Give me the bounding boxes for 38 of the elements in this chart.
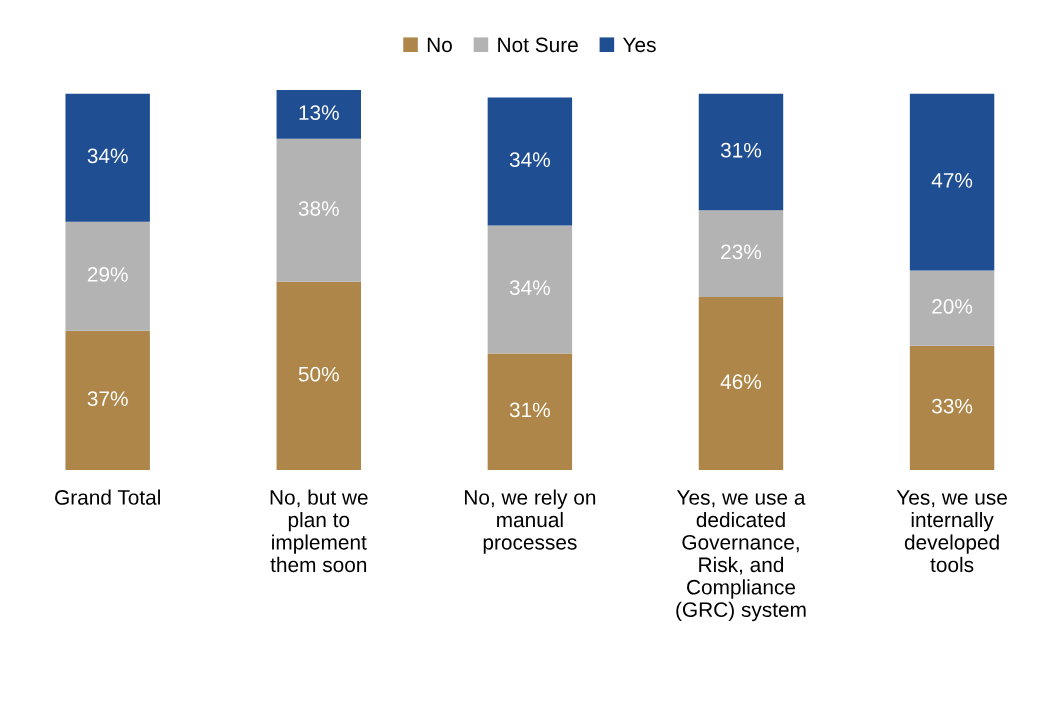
bar: [909, 270, 995, 346]
data-label: 50%: [298, 366, 339, 382]
data-label: 46%: [720, 374, 762, 390]
data-label: 29%: [87, 267, 128, 282]
x-tick-label: No, we rely on manual processes: [465, 489, 596, 554]
bar: [276, 281, 361, 471]
bar: [487, 225, 573, 354]
x-tick-label: Yes, we use a dedicated Governance, Risk, and Compliance (GRC) system: [676, 490, 806, 622]
bar: [909, 93, 995, 271]
data-label: 31%: [720, 142, 762, 158]
data-label: 23%: [721, 244, 762, 260]
data-label: 34%: [509, 280, 550, 295]
bar: [276, 138, 361, 282]
data-label: 37%: [87, 391, 128, 407]
bar: [65, 221, 150, 331]
bar: [276, 89, 361, 139]
data-label: 47%: [931, 173, 973, 188]
bar: [909, 345, 995, 471]
bar: [698, 210, 784, 297]
bar: [698, 93, 784, 211]
bar: [487, 97, 573, 226]
data-label: 20%: [932, 299, 973, 314]
data-label: 31%: [509, 402, 550, 418]
x-tick-label: No, but we plan to implement them soon: [270, 489, 368, 573]
legend-label: Not Sure: [498, 37, 578, 53]
bar: [487, 353, 573, 471]
x-tick-label: Yes, we use internally developed tools: [896, 490, 1007, 573]
legend-label: Yes: [622, 37, 656, 53]
data-label: 34%: [509, 152, 550, 168]
x-tick-label: Grand Total: [55, 489, 160, 505]
bar: [65, 93, 150, 222]
data-label: 34%: [87, 148, 128, 164]
bar: [698, 296, 784, 471]
bar: [65, 330, 150, 471]
legend-label: No: [427, 37, 452, 53]
data-label: 13%: [299, 105, 339, 120]
data-label: 33%: [932, 398, 973, 414]
data-label: 38%: [298, 201, 339, 216]
